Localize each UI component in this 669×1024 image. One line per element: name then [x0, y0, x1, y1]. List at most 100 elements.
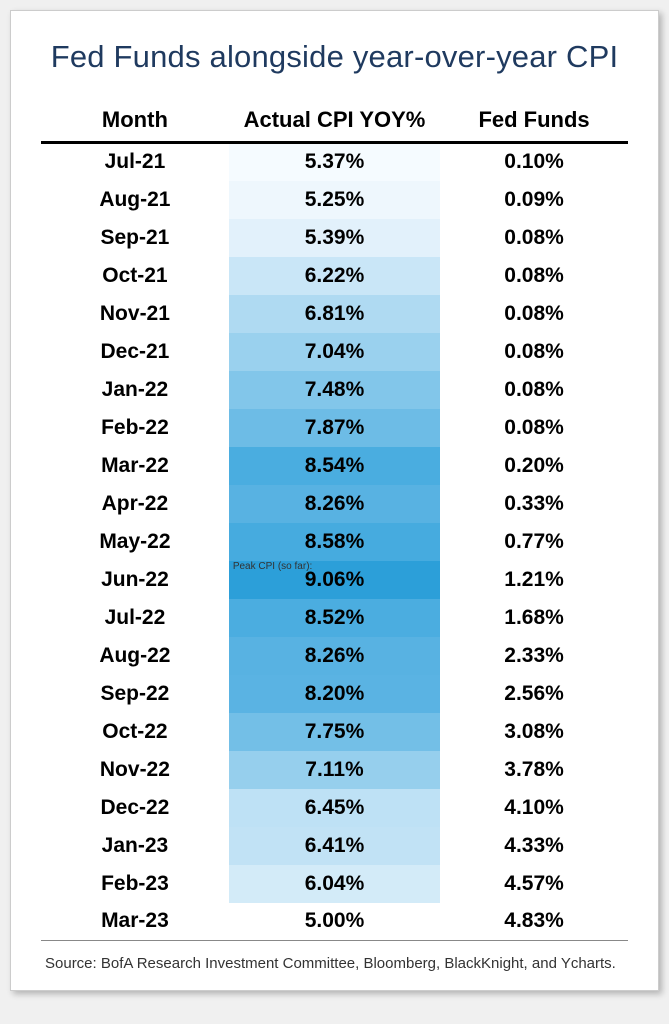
col-month: Month [41, 103, 229, 143]
cell-cpi-value: 8.52% [305, 606, 365, 629]
cell-cpi-value: 7.75% [305, 720, 365, 743]
cell-cpi: 8.54% [229, 447, 440, 485]
cell-month: Dec-22 [41, 789, 229, 827]
cell-cpi-value: 5.37% [305, 150, 365, 173]
cell-fedfunds: 1.21% [440, 561, 628, 599]
cell-month: May-22 [41, 523, 229, 561]
table-row: Dec-21 7.04% 0.08% [41, 333, 628, 371]
cell-cpi: 5.37% [229, 143, 440, 181]
cell-month: Sep-21 [41, 219, 229, 257]
cell-fedfunds: 0.20% [440, 447, 628, 485]
cell-fedfunds: 0.77% [440, 523, 628, 561]
cell-month: Jan-22 [41, 371, 229, 409]
cell-cpi: 5.00% [229, 903, 440, 941]
table-row: Mar-23 5.00% 4.83% [41, 903, 628, 941]
table-row: Aug-215.25%0.09% [41, 181, 628, 219]
cell-month: Sep-22 [41, 675, 229, 713]
cell-cpi-value: 6.04% [305, 872, 365, 895]
cell-cpi-value: 7.48% [305, 378, 365, 401]
table-row: Apr-22 8.26% 0.33% [41, 485, 628, 523]
cell-cpi-value: 8.20% [305, 682, 365, 705]
cell-cpi: 8.20% [229, 675, 440, 713]
cell-cpi-value: 5.25% [305, 188, 365, 211]
cell-fedfunds: 0.08% [440, 333, 628, 371]
cell-cpi-value: 5.00% [305, 909, 365, 932]
cell-fedfunds: 0.08% [440, 371, 628, 409]
table-row: Jun-22Peak CPI (so far):9.06%1.21% [41, 561, 628, 599]
cell-month: Nov-21 [41, 295, 229, 333]
cell-cpi: 8.26% [229, 485, 440, 523]
table-row: Dec-22 6.45% 4.10% [41, 789, 628, 827]
table-body: Jul-215.37%0.10%Aug-215.25%0.09%Sep-215.… [41, 143, 628, 941]
cell-cpi: 7.87% [229, 409, 440, 447]
cell-fedfunds: 0.08% [440, 409, 628, 447]
cpi-fedfunds-table: Month Actual CPI YOY% Fed Funds Jul-21 5.… [41, 103, 628, 972]
cell-cpi-value: 6.22% [305, 264, 365, 287]
cell-cpi-value: 9.06% [305, 568, 365, 591]
cell-cpi: 7.48% [229, 371, 440, 409]
cell-fedfunds: 0.08% [440, 295, 628, 333]
table-row: Aug-228.26%2.33% [41, 637, 628, 675]
cell-cpi-value: 8.54% [305, 454, 365, 477]
cell-month: Aug-21 [41, 181, 229, 219]
cell-cpi-value: 6.45% [305, 796, 365, 819]
cell-cpi: 6.22% [229, 257, 440, 295]
cell-cpi-value: 7.87% [305, 416, 365, 439]
cell-month: Mar-22 [41, 447, 229, 485]
cell-fedfunds: 4.33% [440, 827, 628, 865]
cell-cpi: 5.25% [229, 181, 440, 219]
cell-month: Oct-22 [41, 713, 229, 751]
cell-month: Dec-21 [41, 333, 229, 371]
cell-cpi: Peak CPI (so far):9.06% [229, 561, 440, 599]
table-row: Nov-21 6.81% 0.08% [41, 295, 628, 333]
cell-fedfunds: 0.33% [440, 485, 628, 523]
cell-month: Nov-22 [41, 751, 229, 789]
cell-cpi-value: 7.04% [305, 340, 365, 363]
cell-cpi: 7.75% [229, 713, 440, 751]
chart-card: Fed Funds alongside year-over-year CPI M… [10, 10, 659, 991]
cell-fedfunds: 3.78% [440, 751, 628, 789]
table-row: Mar-22 8.54% 0.20% [41, 447, 628, 485]
cell-month: Jul-21 [41, 143, 229, 181]
cell-cpi: 7.11% [229, 751, 440, 789]
cell-cpi-value: 6.41% [305, 834, 365, 857]
cell-month: Apr-22 [41, 485, 229, 523]
cell-cpi: 6.04% [229, 865, 440, 903]
cell-cpi: 6.41% [229, 827, 440, 865]
table-row: Jul-21 5.37% 0.10% [41, 143, 628, 181]
cell-month: Aug-22 [41, 637, 229, 675]
source-text: Source: BofA Research Investment Committ… [41, 941, 628, 973]
cell-cpi-value: 8.26% [305, 492, 365, 515]
cell-fedfunds: 4.57% [440, 865, 628, 903]
cell-cpi-value: 5.39% [305, 226, 365, 249]
col-cpi: Actual CPI YOY% [229, 103, 440, 143]
peak-cpi-note: Peak CPI (so far): [233, 562, 312, 572]
table-row: Feb-22 7.87% 0.08% [41, 409, 628, 447]
cell-fedfunds: 4.83% [440, 903, 628, 941]
cell-month: Feb-22 [41, 409, 229, 447]
cell-fedfunds: 1.68% [440, 599, 628, 637]
cell-month: Feb-23 [41, 865, 229, 903]
cell-cpi: 7.04% [229, 333, 440, 371]
table-row: Sep-21 5.39% 0.08% [41, 219, 628, 257]
cell-month: Oct-21 [41, 257, 229, 295]
table-row: Sep-22 8.20% 2.56% [41, 675, 628, 713]
table-row: Oct-22 7.75% 3.08% [41, 713, 628, 751]
cell-cpi: 8.26% [229, 637, 440, 675]
cell-fedfunds: 0.08% [440, 219, 628, 257]
cell-fedfunds: 3.08% [440, 713, 628, 751]
cell-cpi-value: 6.81% [305, 302, 365, 325]
cell-fedfunds: 0.10% [440, 143, 628, 181]
cell-month: Jun-22 [41, 561, 229, 599]
table-row: Jul-228.52%1.68% [41, 599, 628, 637]
table-header-row: Month Actual CPI YOY% Fed Funds [41, 103, 628, 143]
cell-fedfunds: 4.10% [440, 789, 628, 827]
cell-cpi: 5.39% [229, 219, 440, 257]
cell-cpi: 6.81% [229, 295, 440, 333]
table-row: Jan-236.41%4.33% [41, 827, 628, 865]
cell-fedfunds: 0.08% [440, 257, 628, 295]
cell-month: Mar-23 [41, 903, 229, 941]
cell-fedfunds: 2.56% [440, 675, 628, 713]
cell-cpi-value: 8.58% [305, 530, 365, 553]
table-row: Oct-21 6.22% 0.08% [41, 257, 628, 295]
